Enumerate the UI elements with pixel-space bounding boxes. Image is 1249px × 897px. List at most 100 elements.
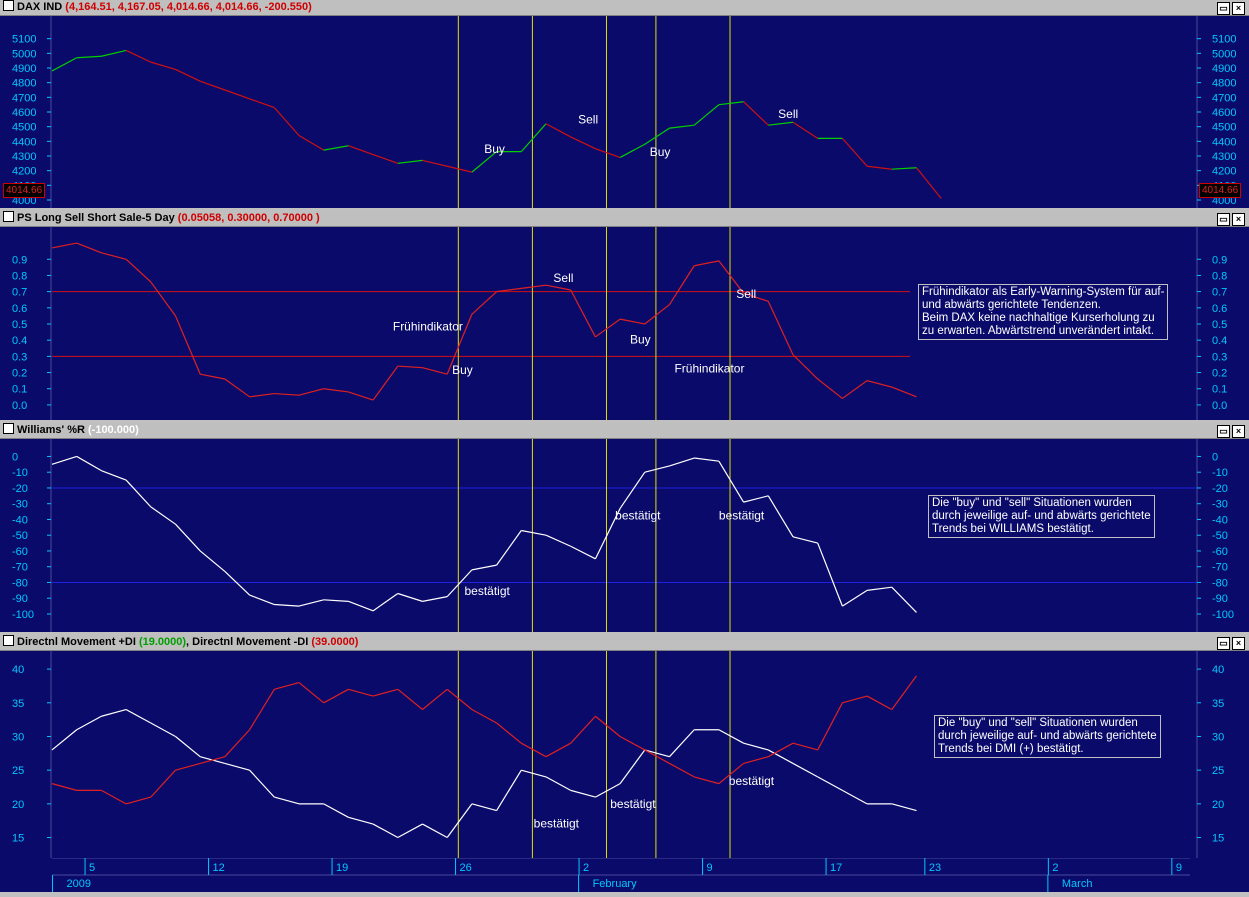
dmi-series-segment <box>718 729 744 744</box>
dax-series-segment <box>595 148 621 159</box>
y-tick-label-left: 35 <box>12 698 24 710</box>
dmi-series-segment <box>644 749 670 758</box>
dmi-series-segment <box>842 789 868 805</box>
restore-icon[interactable]: ▭ <box>1217 2 1230 15</box>
panel-box-icon[interactable] <box>3 0 14 11</box>
y-tick-label-right: 4500 <box>1212 122 1236 134</box>
ps-series-segment <box>891 386 917 398</box>
annotation-label: Sell <box>578 113 598 127</box>
y-tick-label-left: 0.5 <box>12 319 27 331</box>
dax-series-segment <box>199 80 226 91</box>
y-tick-label-left: 5100 <box>12 34 36 46</box>
dax-series-segment <box>76 55 102 59</box>
close-icon[interactable]: × <box>1232 637 1245 650</box>
month-label: February <box>593 878 638 890</box>
dmi-series-segment <box>619 735 646 751</box>
y-tick-label-right: -70 <box>1212 562 1228 574</box>
y-tick-label-left: 0.0 <box>12 400 27 412</box>
y-tick-label-left: 5000 <box>12 48 36 60</box>
dax-title-values: (4,164.51, 4,167.05, 4,014.66, 4,014.66,… <box>65 1 312 13</box>
annotation-label: Sell <box>736 287 756 301</box>
dmi-series-segment <box>521 742 547 758</box>
x-tick-label: 23 <box>929 862 941 874</box>
panel-box-icon[interactable] <box>3 635 14 646</box>
panel-box-icon[interactable] <box>3 211 14 222</box>
y-tick-label-left: 4800 <box>12 78 36 90</box>
x-tick-label: 19 <box>336 862 348 874</box>
ps-series-segment <box>446 314 473 375</box>
williams-series-segment <box>101 470 127 481</box>
williams-series-segment <box>644 465 670 473</box>
close-icon[interactable]: × <box>1232 2 1245 15</box>
restore-icon[interactable]: ▭ <box>1217 425 1230 438</box>
y-tick-label-right: 0.9 <box>1212 254 1227 266</box>
dmi-series-segment <box>76 715 102 731</box>
ps-series-segment <box>570 289 596 338</box>
y-tick-label-left: 4300 <box>12 151 36 163</box>
dmi-panel: 15 15 20 20 25 25 30 30 35 35 40 40 bestätigt bestäti… <box>0 651 1249 858</box>
dmi-series-segment <box>496 722 522 744</box>
y-tick-label-right: 5100 <box>1212 34 1236 46</box>
dax-series-segment <box>249 98 275 109</box>
y-tick-label-right: 0.1 <box>1212 384 1227 396</box>
restore-icon[interactable]: ▭ <box>1217 213 1230 226</box>
dmi-series-segment <box>200 756 226 764</box>
dmi-value-minus: (39.0000) <box>311 636 359 648</box>
ps-series-segment <box>644 304 670 325</box>
williams-chart: 0 0 -10 -10 -20 -20 -30 -30 -40 -40 -50 -50 -60 -60 -7… <box>12 439 1234 632</box>
y-tick-label-left: 0.2 <box>12 368 27 380</box>
x-tick-label: 9 <box>1176 862 1182 874</box>
y-tick-label-right: 40 <box>1212 664 1224 676</box>
williams-series-segment <box>372 593 399 612</box>
dmi-series-segment <box>595 715 621 737</box>
williams-series-segment <box>521 529 547 536</box>
dax-series-segment <box>273 107 300 136</box>
y-tick-label-left: 0.6 <box>12 303 27 315</box>
ps-series-segment <box>51 242 77 249</box>
annotation-label: Frühindikator <box>393 319 463 333</box>
williams-series-segment <box>545 534 571 547</box>
dmi-series-segment <box>175 736 201 758</box>
dax-series-segment <box>224 89 250 100</box>
dmi-series-segment <box>866 695 893 711</box>
y-tick-label-right: -80 <box>1212 577 1228 589</box>
ps-series-segment <box>274 392 300 396</box>
dmi-series-segment <box>545 742 571 758</box>
y-tick-label-left: -90 <box>12 593 28 605</box>
y-tick-label-left: 0.4 <box>12 335 27 347</box>
y-tick-label-right: 0 <box>1212 451 1218 463</box>
restore-icon[interactable]: ▭ <box>1217 637 1230 650</box>
dax-series-segment <box>323 145 349 151</box>
dmi-series-segment <box>323 803 349 818</box>
annotation-label: Frühindikator <box>674 362 744 376</box>
ps-series-segment <box>767 301 794 355</box>
dmi-note-line: durch jeweilige auf- und abwärts gericht… <box>938 730 1157 742</box>
ps-series-segment <box>743 292 769 302</box>
y-tick-label-left: -10 <box>12 467 28 479</box>
dax-series-segment <box>397 159 423 164</box>
williams-title: Williams' %R <box>17 424 85 436</box>
dmi-series-segment <box>298 682 325 704</box>
dax-title-bar: DAX IND (4,164.51, 4,167.05, 4,014.66, 4… <box>0 0 1249 16</box>
dax-series-segment <box>447 165 473 173</box>
annotation-label: bestätigt <box>719 508 765 522</box>
close-icon[interactable]: × <box>1232 213 1245 226</box>
close-icon[interactable]: × <box>1232 425 1245 438</box>
y-tick-label-right: -20 <box>1212 483 1228 495</box>
williams-series-segment <box>323 599 349 602</box>
y-tick-label-left: 0.8 <box>12 270 27 282</box>
williams-series-segment <box>718 460 745 503</box>
ps-title-values: (0.05058, 0.30000, 0.70000 ) <box>177 212 320 224</box>
panel-box-icon[interactable] <box>3 423 14 434</box>
y-tick-label-left: 4700 <box>12 92 36 104</box>
dmi-series-segment <box>471 708 497 724</box>
dax-series-segment <box>891 167 917 170</box>
annotation-label: bestätigt <box>464 584 510 598</box>
ps-panel: 0.0 0.0 0.1 0.1 0.2 0.2 0.3 0.3 0.4 0.4 0.5 0.5 0.6 0… <box>0 227 1249 420</box>
y-tick-label-right: 5000 <box>1212 48 1236 60</box>
williams-series-segment <box>792 536 818 544</box>
williams-note-line: Die "buy" und "sell" Situationen wurden <box>932 497 1132 509</box>
ps-series-segment <box>101 252 127 260</box>
williams-series-segment <box>842 589 868 607</box>
dmi-series-segment <box>224 729 251 758</box>
